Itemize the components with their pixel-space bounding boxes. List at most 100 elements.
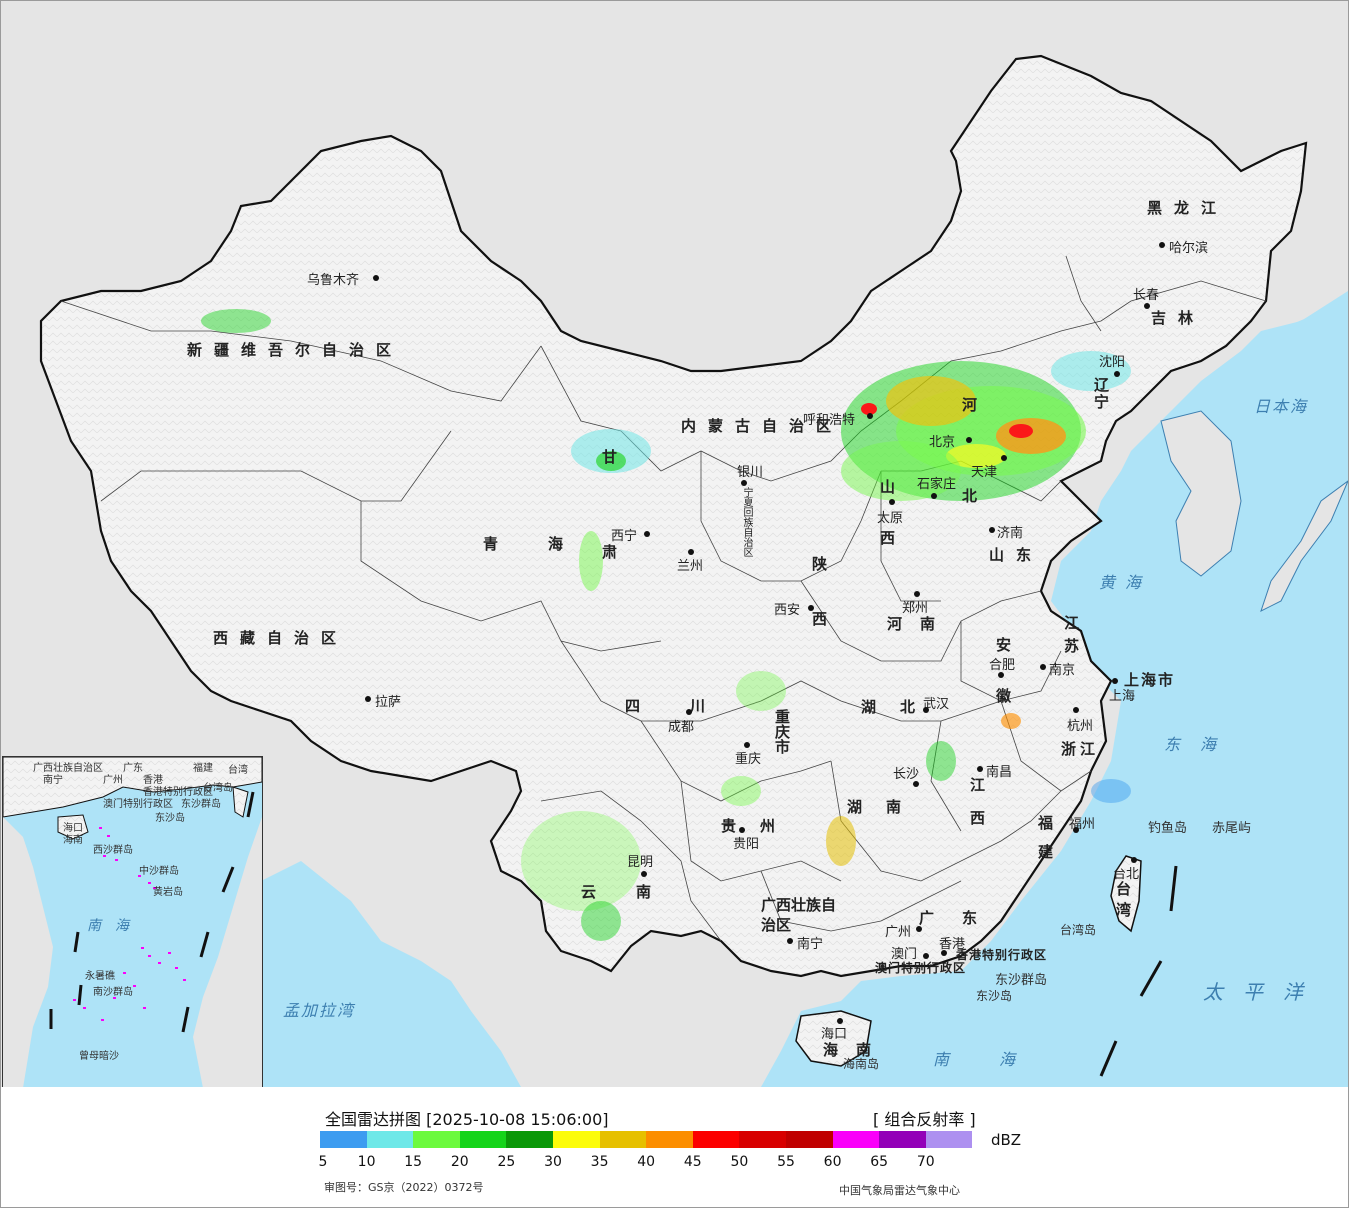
- scale-tick-25: 25: [497, 1154, 516, 1170]
- scale-swatch-60: [832, 1131, 880, 1148]
- province-liaoning: 辽宁: [1092, 377, 1110, 411]
- island-dongsha: 东沙岛: [976, 989, 1013, 1003]
- hainan-island: [795, 1010, 872, 1067]
- scale-swatch-25: [506, 1131, 553, 1148]
- scale-tick-65: 65: [870, 1154, 889, 1170]
- inset-label-dongsha: 东沙岛: [155, 813, 185, 824]
- island-hainan: 海南岛: [843, 1057, 880, 1071]
- city-harbin: 哈尔滨: [1169, 241, 1209, 256]
- city-chongqing-marker: [744, 742, 750, 748]
- inset-label-south-sea: 南海: [87, 918, 143, 934]
- inset-label-zhongsha: 中沙群岛: [139, 866, 179, 877]
- scale-swatch-5: [320, 1131, 367, 1148]
- province-sichuan: 四川: [625, 697, 756, 715]
- city-chengdu: 成都: [668, 720, 695, 735]
- scale-swatch-65: [879, 1131, 926, 1148]
- scale-tick-55: 55: [777, 1154, 795, 1170]
- city-wuhan-marker: [923, 707, 929, 713]
- scale-tick-50: 50: [730, 1154, 749, 1170]
- city-shanghai: 上海: [1109, 689, 1136, 704]
- scale-swatch-20: [459, 1131, 507, 1148]
- product-label: [ 组合反射率 ]: [873, 1110, 976, 1129]
- city-shanghai-marker: [1112, 678, 1118, 684]
- province-jiangxi: 江西: [968, 777, 986, 843]
- city-chengdu-marker: [686, 709, 692, 715]
- province-anhui: 安徽: [994, 637, 1012, 739]
- scale-tick-10: 10: [357, 1154, 376, 1170]
- city-lanzhou: 兰州: [677, 559, 704, 574]
- scale-tick-45: 45: [683, 1154, 702, 1170]
- city-haikou-marker: [837, 1018, 843, 1024]
- city-tianjin: 天津: [971, 465, 998, 480]
- inset-label-yongshu: 永暑礁: [85, 971, 115, 982]
- province-hongkong: 香港特别行政区: [956, 948, 1048, 962]
- city-taipei: 台北: [1113, 867, 1140, 882]
- map-title: 全国雷达拼图 [2025-10-08 15:06:00]: [325, 1110, 609, 1129]
- city-jinan: 济南: [997, 526, 1024, 541]
- city-zhengzhou-marker: [914, 591, 920, 597]
- city-macau: 澳门: [891, 947, 918, 962]
- city-hohhot-marker: [867, 413, 873, 419]
- city-xining-marker: [644, 531, 650, 537]
- province-macau: 澳门特别行政区: [875, 961, 967, 975]
- island-chiwei: 赤尾屿: [1212, 821, 1252, 836]
- inset-label-nansha: 南沙群岛: [93, 987, 133, 998]
- city-yinchuan: 银川: [737, 465, 764, 480]
- china-mainland: [39, 54, 1308, 978]
- scale-tick-30: 30: [544, 1154, 562, 1170]
- province-henan: 河南: [887, 615, 954, 633]
- city-haikou: 海口: [821, 1027, 848, 1042]
- inset-label-nanning: 南宁: [43, 775, 63, 786]
- city-macau-marker: [923, 953, 929, 959]
- city-taiyuan: 太原: [877, 511, 904, 526]
- scale-swatch-15: [413, 1131, 460, 1148]
- city-shijiazhuang-marker: [931, 493, 937, 499]
- province-chongqing: 重庆市: [773, 709, 791, 754]
- inset-label-taiwan-island: 台湾岛: [203, 783, 233, 794]
- province-hubei: 湖北: [861, 698, 940, 716]
- city-chongqing: 重庆: [735, 752, 762, 767]
- city-guiyang-marker: [739, 827, 745, 833]
- city-lanzhou-marker: [688, 549, 694, 555]
- japan-islands: [1260, 480, 1348, 612]
- inset-label-hainan: 海南: [63, 835, 83, 846]
- city-yinchuan-marker: [741, 480, 747, 486]
- city-lhasa-marker: [365, 696, 371, 702]
- island-diaoyu: 钓鱼岛: [1148, 821, 1188, 836]
- province-xinjiang: 新疆维吾尔自治区: [187, 341, 404, 359]
- province-xizang: 西藏自治区: [213, 629, 349, 647]
- province-taiwan: 台湾: [1114, 881, 1132, 923]
- sea-japan: 日本海: [1254, 397, 1309, 416]
- city-hongkong-marker: [941, 950, 947, 956]
- scale-swatch-55: [785, 1131, 833, 1148]
- city-xining: 西宁: [611, 529, 638, 544]
- province-borders: [60, 255, 1267, 942]
- province-ningxia: 宁夏回族自治区: [741, 487, 752, 557]
- city-changchun: 长春: [1133, 288, 1160, 303]
- city-hangzhou-marker: [1073, 707, 1079, 713]
- inset-map-svg: [3, 757, 262, 1087]
- color-scale: [320, 1131, 973, 1148]
- city-taipei-marker: [1131, 857, 1137, 863]
- inset-label-guangdong: 广东: [123, 763, 143, 774]
- city-changsha: 长沙: [893, 767, 920, 782]
- inset-label-hongkong-sar: 香港特别行政区: [143, 787, 213, 798]
- city-hefei-marker: [998, 672, 1004, 678]
- island-taiwan: 台湾岛: [1060, 923, 1097, 937]
- scale-swatch-35: [599, 1131, 647, 1148]
- city-beijing: 北京: [929, 435, 956, 450]
- inset-label-dongsha-group: 东沙群岛: [181, 799, 221, 810]
- inset-label-hongkong: 香港: [143, 775, 163, 786]
- radar-echoes: [201, 309, 1131, 941]
- unit-label: dBZ: [991, 1131, 1022, 1149]
- scale-tick-5: 5: [318, 1154, 328, 1170]
- city-nanchang: 南昌: [986, 765, 1013, 780]
- scale-tick-20: 20: [450, 1154, 469, 1170]
- province-shanghai: 上海市: [1124, 671, 1176, 689]
- province-gansu: 甘肃: [600, 449, 618, 639]
- city-xian: 西安: [774, 603, 801, 618]
- island-dongsha-group: 东沙群岛: [995, 973, 1048, 988]
- city-zhengzhou: 郑州: [902, 601, 929, 616]
- province-guangxi: 广西壮族自治区: [761, 896, 837, 934]
- radar-map: 黑龙江 吉林 辽宁 内蒙古自治区 新疆维吾尔自治区 西藏自治区 青海 甘肃 宁夏…: [1, 1, 1348, 1087]
